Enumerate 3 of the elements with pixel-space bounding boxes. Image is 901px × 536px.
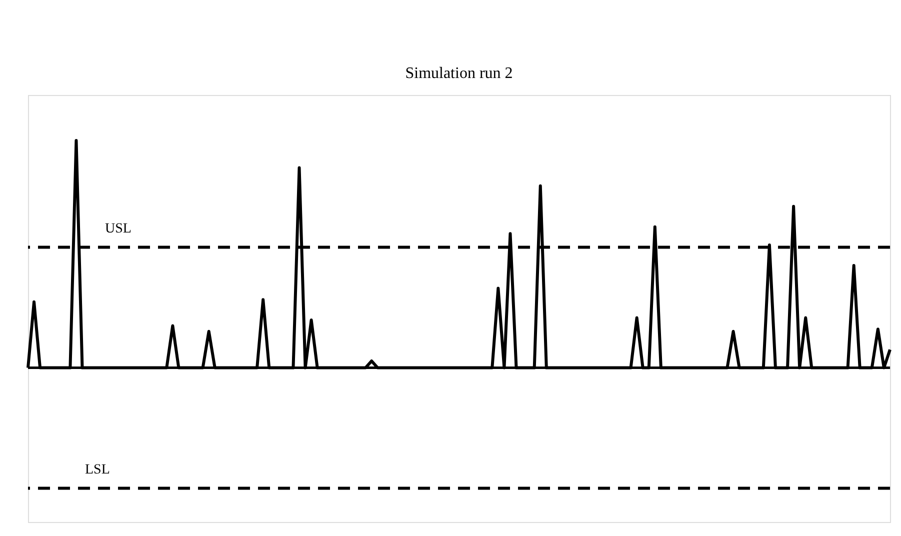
ref-line-label: LSL	[85, 462, 110, 478]
ref-line-label: USL	[105, 221, 132, 236]
chart-title: Simulation run 2	[405, 65, 513, 82]
